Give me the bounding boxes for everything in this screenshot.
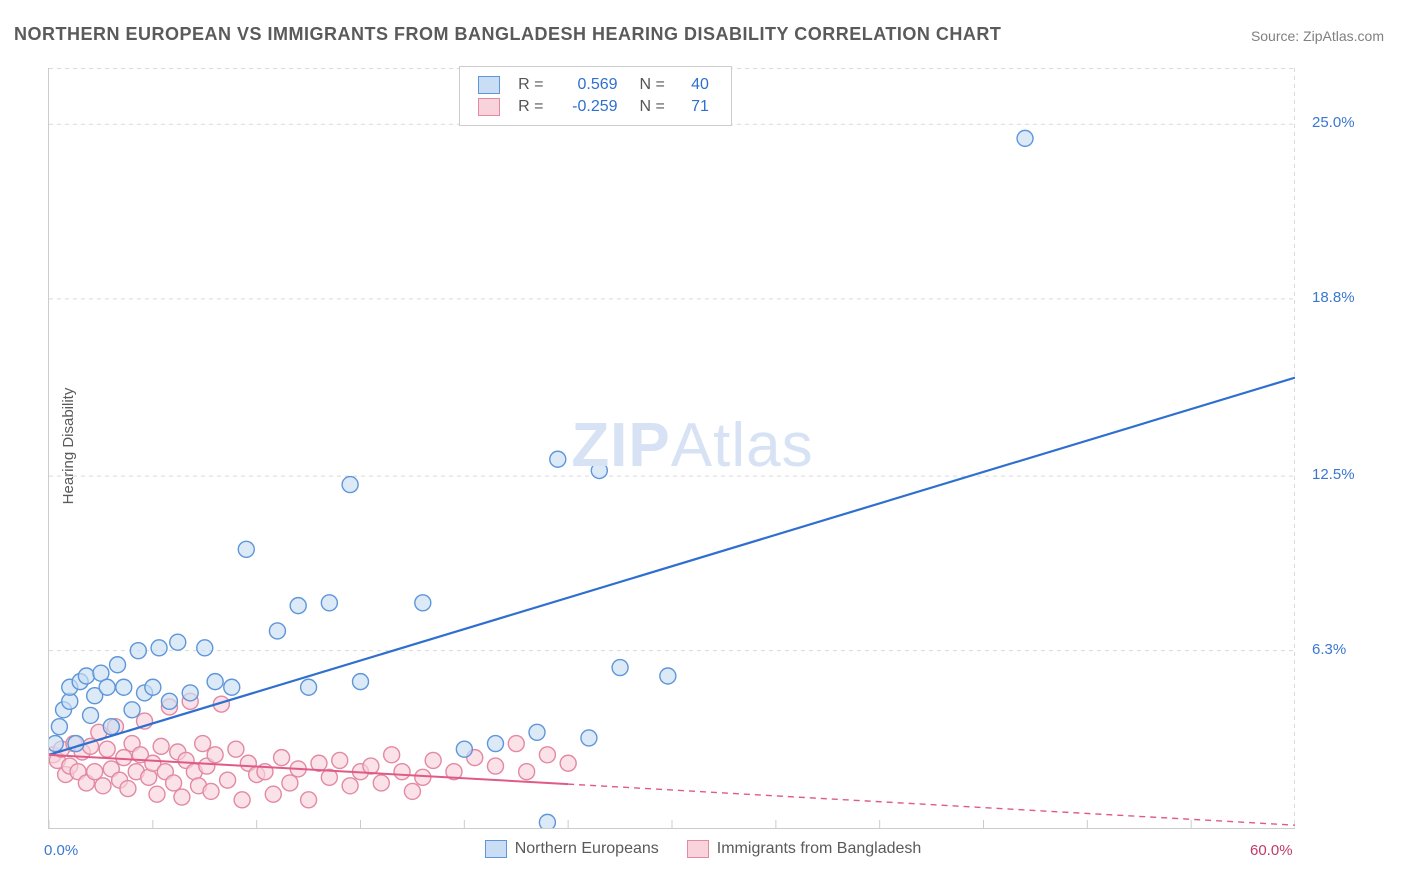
legend-statistics: R =0.569N =40R =-0.259N =71 <box>459 66 732 126</box>
data-point <box>228 741 244 757</box>
data-point <box>170 634 186 650</box>
data-point <box>404 783 420 799</box>
data-point <box>99 679 115 695</box>
data-point <box>120 781 136 797</box>
trend-line <box>49 378 1295 755</box>
data-point <box>363 758 379 774</box>
legend-series-label: Northern Europeans <box>515 840 659 858</box>
legend-stat-row: R =-0.259N =71 <box>472 97 715 117</box>
data-point <box>166 775 182 791</box>
data-point <box>265 786 281 802</box>
data-point <box>195 736 211 752</box>
data-point <box>290 598 306 614</box>
y-tick-label: 6.3% <box>1312 641 1346 658</box>
data-point <box>612 660 628 676</box>
data-point <box>425 752 441 768</box>
data-point <box>238 541 254 557</box>
data-point <box>394 764 410 780</box>
data-point <box>550 451 566 467</box>
data-point <box>153 738 169 754</box>
data-point <box>145 679 161 695</box>
data-point <box>529 724 545 740</box>
data-point <box>282 775 298 791</box>
legend-swatch <box>485 840 507 858</box>
x-max-label: 60.0% <box>1250 842 1293 859</box>
legend-series-item: Northern Europeans <box>485 840 659 858</box>
data-point <box>151 640 167 656</box>
data-point <box>116 679 132 695</box>
data-point <box>332 752 348 768</box>
legend-swatch <box>478 76 500 94</box>
legend-series: Northern Europeans Immigrants from Bangla… <box>0 840 1406 863</box>
data-point <box>197 640 213 656</box>
data-point <box>207 674 223 690</box>
data-point <box>539 814 555 829</box>
data-point <box>456 741 472 757</box>
trend-line-extrapolated <box>568 784 1295 825</box>
data-point <box>220 772 236 788</box>
data-point <box>182 685 198 701</box>
data-point <box>48 736 63 752</box>
data-point <box>581 730 597 746</box>
data-point <box>103 719 119 735</box>
data-point <box>415 595 431 611</box>
legend-swatch <box>687 840 709 858</box>
data-point <box>95 778 111 794</box>
data-point <box>83 707 99 723</box>
data-point <box>87 764 103 780</box>
data-point <box>591 463 607 479</box>
x-min-label: 0.0% <box>44 842 78 859</box>
data-point <box>110 657 126 673</box>
legend-series-label: Immigrants from Bangladesh <box>717 840 922 858</box>
data-point <box>130 643 146 659</box>
data-point <box>207 747 223 763</box>
data-point <box>269 623 285 639</box>
data-point <box>384 747 400 763</box>
data-point <box>1017 130 1033 146</box>
data-point <box>161 693 177 709</box>
chart-title: NORTHERN EUROPEAN VS IMMIGRANTS FROM BAN… <box>14 24 1001 45</box>
y-tick-label: 12.5% <box>1312 466 1355 483</box>
data-point <box>660 668 676 684</box>
data-point <box>353 674 369 690</box>
data-point <box>539 747 555 763</box>
data-point <box>203 783 219 799</box>
y-tick-label: 18.8% <box>1312 289 1355 306</box>
data-point <box>116 750 132 766</box>
data-point <box>487 758 503 774</box>
data-point <box>149 786 165 802</box>
data-point <box>234 792 250 808</box>
data-point <box>519 764 535 780</box>
legend-series-item: Immigrants from Bangladesh <box>687 840 922 858</box>
legend-stat-row: R =0.569N =40 <box>472 75 715 95</box>
scatter-plot <box>48 68 1295 829</box>
data-point <box>560 755 576 771</box>
y-tick-label: 25.0% <box>1312 114 1355 131</box>
data-point <box>224 679 240 695</box>
data-point <box>274 750 290 766</box>
data-point <box>342 778 358 794</box>
data-point <box>508 736 524 752</box>
data-point <box>415 769 431 785</box>
data-point <box>321 595 337 611</box>
data-point <box>301 679 317 695</box>
data-point <box>301 792 317 808</box>
data-point <box>124 702 140 718</box>
data-point <box>51 719 67 735</box>
source-label: Source: ZipAtlas.com <box>1251 28 1384 44</box>
data-point <box>342 477 358 493</box>
chart-container: NORTHERN EUROPEAN VS IMMIGRANTS FROM BAN… <box>0 0 1406 892</box>
data-point <box>373 775 389 791</box>
legend-swatch <box>478 98 500 116</box>
data-point <box>78 668 94 684</box>
data-point <box>99 741 115 757</box>
data-point <box>487 736 503 752</box>
data-point <box>174 789 190 805</box>
